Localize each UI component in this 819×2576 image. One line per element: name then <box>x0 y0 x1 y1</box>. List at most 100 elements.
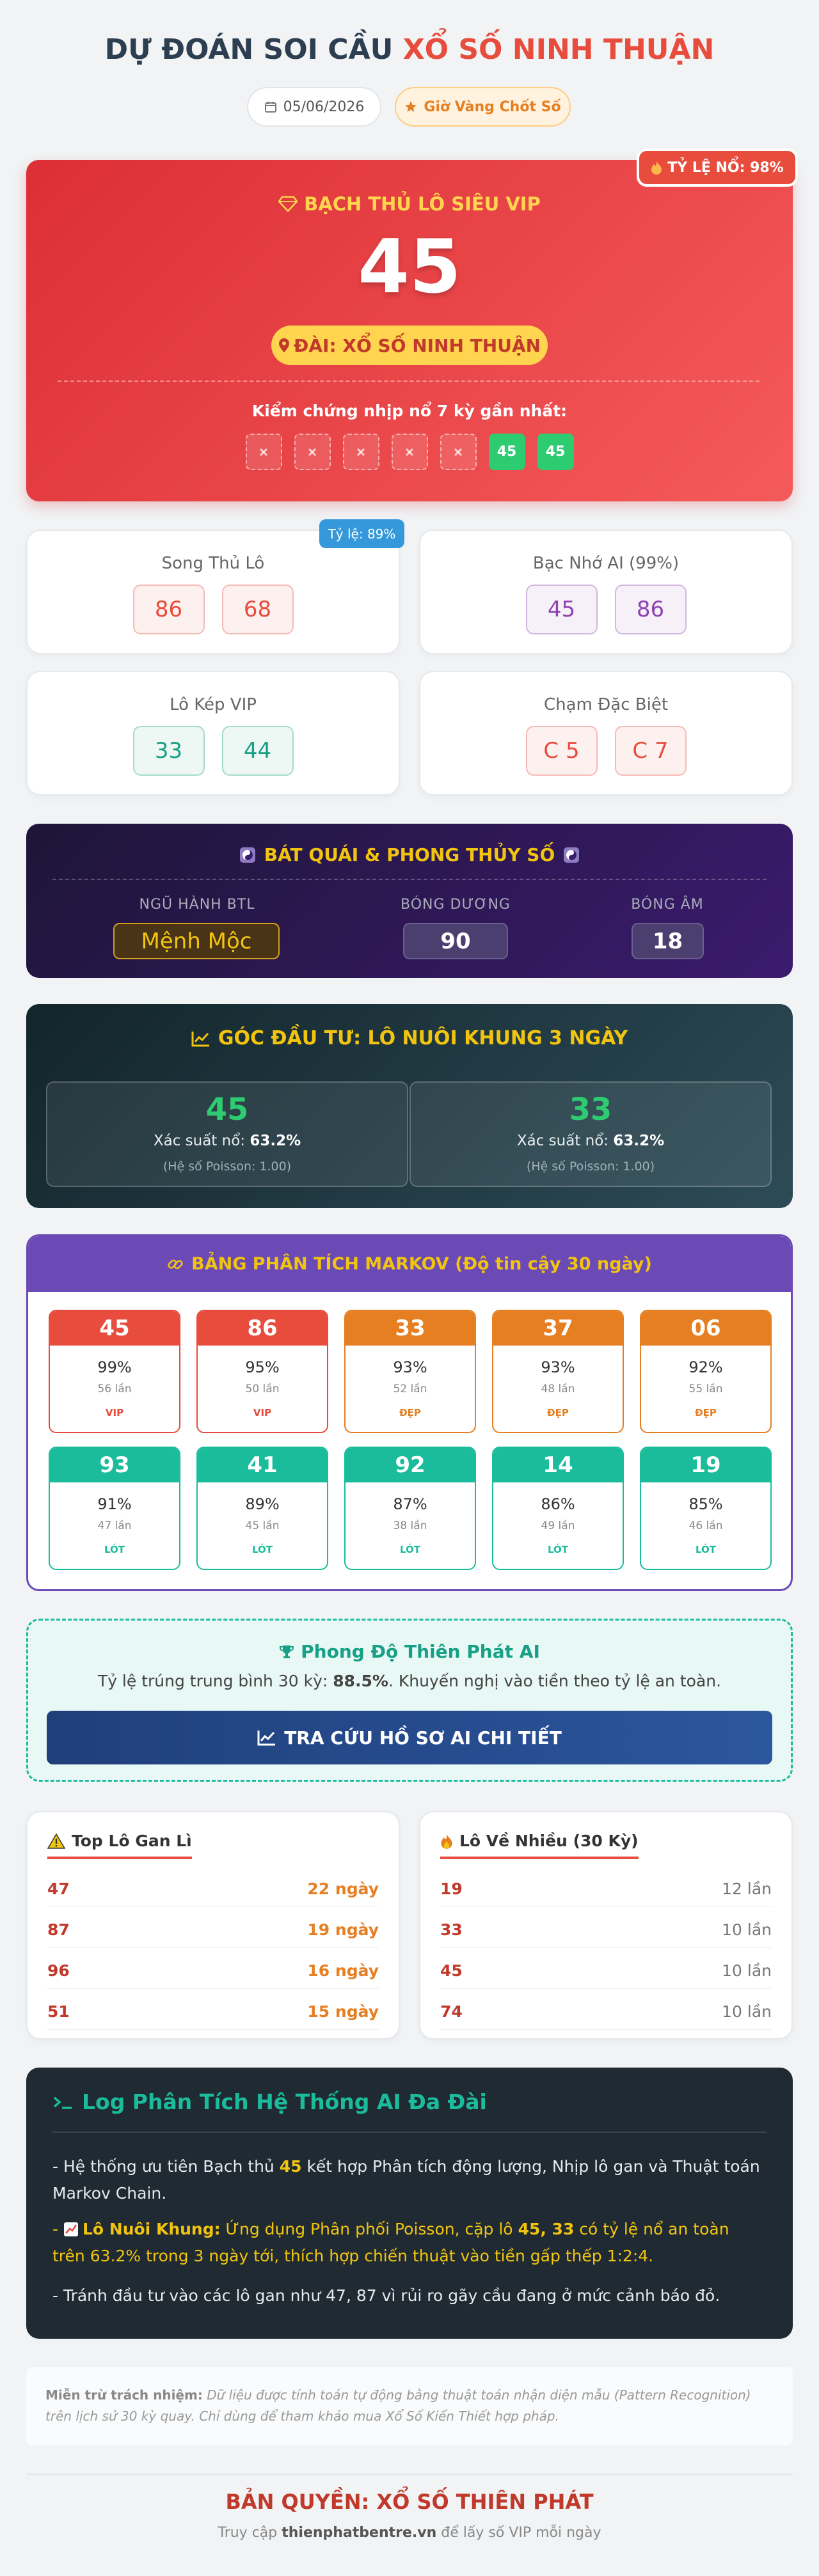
divider <box>52 879 767 880</box>
location-icon <box>278 338 289 352</box>
markov-tag: ĐẸP <box>695 1407 717 1418</box>
prob-label: Xác suất nổ: <box>153 1133 246 1149</box>
warning-icon <box>47 1833 65 1849</box>
markov-number: 93 <box>50 1448 179 1482</box>
lotto-number: 47 <box>47 1880 70 1898</box>
yin-yang-icon <box>239 847 255 863</box>
poisson: (Hệ số Poisson: 1.00) <box>163 1159 292 1174</box>
markov-number: 86 <box>198 1311 327 1346</box>
markov-tag: VIP <box>105 1407 124 1418</box>
chart-icon <box>257 1731 276 1746</box>
history-miss <box>342 434 379 470</box>
station-text: ĐÀI: XỔ SỐ NINH THUẬN <box>293 334 541 356</box>
markov-item: 06 92% 55 lần ĐẸP <box>640 1310 772 1433</box>
markov-tag: LÓT <box>104 1544 125 1555</box>
lotto-number: 96 <box>47 1961 70 1980</box>
number-box: 33 <box>132 726 205 776</box>
markov-count: 56 lần <box>97 1383 132 1395</box>
markov-item: 33 93% 52 lần ĐẸP <box>344 1310 476 1433</box>
vip-label-text: BẠCH THỦ LÔ SIÊU VIP <box>304 193 541 215</box>
frequent-card: Lô Về Nhiều (30 Kỳ) 19 12 lần 33 10 lần 45 10… <box>419 1811 793 2039</box>
gan-card: Top Lô Gan Lì 47 22 ngày 87 19 ngày 96 16 ngà… <box>26 1811 400 2039</box>
lotto-number: 74 <box>440 2002 463 2021</box>
markov-percent: 92% <box>688 1358 723 1376</box>
miss-icon <box>405 448 414 456</box>
rate: 88.5% <box>333 1672 388 1690</box>
markov-percent: 87% <box>393 1495 427 1513</box>
text: . Khuyến nghị vào tiền theo tỷ lệ an toà… <box>388 1672 722 1690</box>
fengshui-title-text: BÁT QUÁI & PHONG THỦY SỐ <box>264 844 555 865</box>
rate-badge: Tỷ lệ: 89% <box>319 519 404 548</box>
frequent-title: Lô Về Nhiều (30 Kỳ) <box>440 1832 639 1859</box>
station-pill: ĐÀI: XỔ SỐ NINH THUẬN <box>271 326 548 365</box>
history-row: 45 45 <box>26 434 793 470</box>
number-box: 86 <box>614 585 687 634</box>
card-numbers: C 5 C 7 <box>420 726 791 776</box>
list-row: 47 22 ngày <box>47 1871 379 1907</box>
miss-icon <box>356 448 365 456</box>
lotto-stat: 12 lần <box>722 1880 772 1898</box>
disclaimer: Miễn trừ trách nhiệm: Dữ liệu được tính … <box>26 2367 793 2446</box>
markov-count: 48 lần <box>541 1383 575 1395</box>
list-row: 33 10 lần <box>440 1912 772 1948</box>
list-row: 96 16 ngày <box>47 1953 379 1989</box>
lotto-stat: 10 lần <box>722 1961 772 1980</box>
card-title: Chạm Đặc Biệt <box>543 695 669 714</box>
visit-text: Truy cập thienphatbentre.vn để lấy số VI… <box>0 2525 819 2541</box>
site-link[interactable]: thienphatbentre.vn <box>282 2525 437 2541</box>
prob-label: Xác suất nổ: <box>516 1133 609 1149</box>
divider <box>26 2474 793 2475</box>
list-row: 51 15 ngày <box>47 1994 379 2030</box>
number-box: C 5 <box>525 726 598 776</box>
markov-item: 14 86% 49 lần LÓT <box>492 1447 624 1570</box>
text: - <box>52 2220 63 2238</box>
fengshui-value: 18 <box>632 923 704 959</box>
golden-hour-text: Giờ Vàng Chốt Số <box>424 98 561 115</box>
highlight: Lô Nuôi Khung: <box>82 2220 221 2238</box>
history-label-text: Kiểm chứng nhịp nổ 7 kỳ gần nhất: <box>251 402 568 420</box>
lotto-number: 87 <box>47 1920 70 1939</box>
highlight: 45 <box>279 2157 302 2176</box>
number-box: 44 <box>221 726 294 776</box>
profile-button[interactable]: TRA CỨU HỒ SƠ AI CHI TIẾT <box>47 1711 772 1764</box>
fire-icon <box>651 161 662 175</box>
date-text: 05/06/2026 <box>283 98 365 115</box>
markov-item: 86 95% 50 lần VIP <box>196 1310 328 1433</box>
markov-number: 92 <box>346 1448 475 1482</box>
history-miss <box>440 434 477 470</box>
disclaimer-text: Dữ liệu được tính toán tự động bằng thuậ… <box>45 2387 751 2424</box>
text: Truy cập <box>218 2525 282 2541</box>
golden-hour-badge: Giờ Vàng Chốt Số <box>395 87 571 127</box>
log-title-text: Log Phân Tích Hệ Thống AI Đa Đài <box>82 2089 487 2114</box>
fengshui-value: Mệnh Mộc <box>113 923 280 959</box>
lotto-number: 45 <box>440 1961 463 1980</box>
divider <box>58 381 759 382</box>
performance-card: Phong Độ Thiên Phát AI Tỷ lệ trúng trung… <box>26 1619 793 1782</box>
markov-item: 41 89% 45 lần LÓT <box>196 1447 328 1570</box>
markov-title: BẢNG PHÂN TÍCH MARKOV (Độ tin cậy 30 ngà… <box>191 1254 652 1274</box>
number-box: C 7 <box>614 726 687 776</box>
markov-number: 06 <box>641 1311 770 1346</box>
chart-icon <box>191 1031 209 1046</box>
prediction-card: Song Thủ Lô 86 68 <box>26 530 400 654</box>
log-line: - Lô Nuôi Khung: Ứng dụng Phân phối Pois… <box>52 2216 767 2270</box>
markov-count: 50 lần <box>245 1383 280 1395</box>
page-title: DỰ ĐOÁN SOI CẦU XỔ SỐ NINH THUẬN <box>0 33 819 66</box>
log-title: Log Phân Tích Hệ Thống AI Đa Đài <box>52 2089 487 2114</box>
fengshui-card: BÁT QUÁI & PHONG THỦY SỐ NGŨ HÀNH BTL BÓ… <box>26 824 793 978</box>
markov-count: 49 lần <box>541 1520 575 1532</box>
markov-count: 45 lần <box>245 1520 280 1532</box>
card-title: Song Thủ Lô <box>161 554 265 573</box>
lotto-stat: 15 ngày <box>307 2002 379 2021</box>
divider <box>52 2132 767 2133</box>
investment-box: 33 Xác suất nổ: 63.2% (Hệ số Poisson: 1.… <box>410 1081 772 1187</box>
markov-percent: 89% <box>245 1495 280 1513</box>
gan-title: Top Lô Gan Lì <box>47 1832 192 1859</box>
poisson: (Hệ số Poisson: 1.00) <box>526 1159 655 1174</box>
yin-yang-icon <box>564 847 580 863</box>
terminal-icon <box>53 2096 72 2109</box>
markov-percent: 93% <box>541 1358 575 1376</box>
log-card: Log Phân Tích Hệ Thống AI Đa Đài - Hệ th… <box>26 2068 793 2339</box>
title-prefix: DỰ ĐOÁN SOI CẦU <box>104 33 394 66</box>
